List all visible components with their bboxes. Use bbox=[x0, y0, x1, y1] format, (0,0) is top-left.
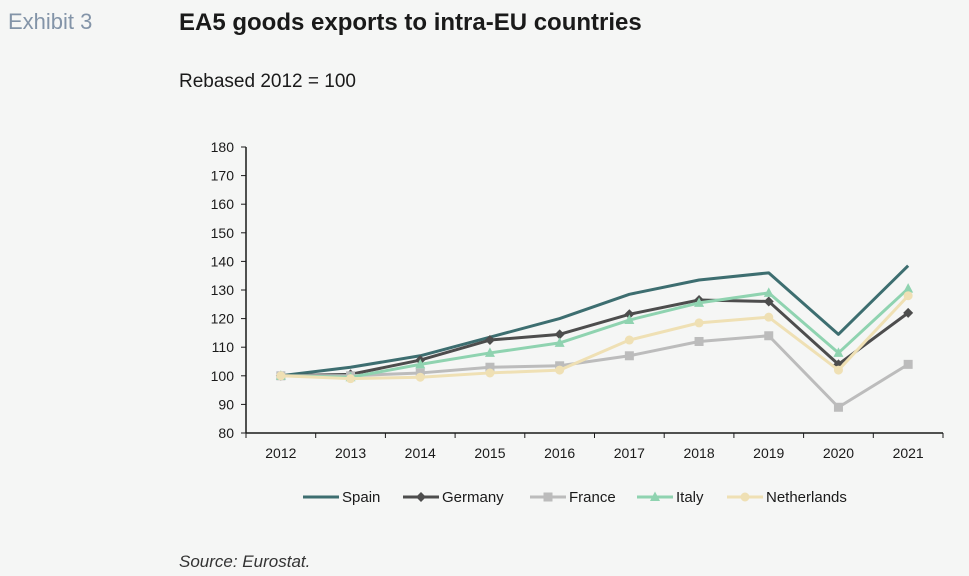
data-point-netherlands bbox=[694, 318, 704, 328]
data-point-france bbox=[764, 331, 774, 341]
legend: Spain Germany France Italy Netherlands bbox=[303, 489, 847, 506]
data-point-italy bbox=[554, 337, 565, 347]
chart-title: EA5 goods exports to intra-EU countries bbox=[179, 9, 642, 36]
data-point-netherlands bbox=[485, 368, 495, 378]
y-tick-label: 80 bbox=[218, 425, 234, 441]
y-tick-label: 130 bbox=[211, 282, 235, 298]
x-tick-label: 2013 bbox=[335, 445, 366, 461]
x-tick-label: 2012 bbox=[265, 445, 296, 461]
series-lines bbox=[275, 264, 914, 412]
x-tick-label: 2021 bbox=[893, 445, 924, 461]
axes: 80 90 100 110 120 130 140 150 160 170 180 2012 2013 2… bbox=[211, 139, 944, 461]
data-point-netherlands bbox=[764, 312, 774, 322]
data-point-france bbox=[833, 402, 843, 412]
x-tick-label: 2016 bbox=[544, 445, 575, 461]
x-tick-label: 2019 bbox=[753, 445, 784, 461]
data-point-italy bbox=[484, 347, 495, 357]
data-point-italy bbox=[763, 287, 774, 297]
data-point-italy bbox=[694, 297, 705, 307]
data-point-netherlands bbox=[833, 365, 843, 375]
series-line-germany bbox=[280, 298, 910, 378]
x-tick-label: 2017 bbox=[614, 445, 645, 461]
series-line-spain bbox=[280, 264, 910, 378]
data-point-netherlands bbox=[415, 372, 425, 382]
data-point-netherlands bbox=[276, 371, 286, 381]
data-point-netherlands bbox=[903, 291, 913, 301]
y-tick-label: 90 bbox=[218, 396, 234, 412]
x-tick-label: 2020 bbox=[823, 445, 854, 461]
y-tick-label: 140 bbox=[211, 253, 235, 269]
data-point-germany bbox=[554, 329, 565, 340]
x-tick-label: 2015 bbox=[474, 445, 505, 461]
y-tick-label: 160 bbox=[211, 196, 235, 212]
data-point-germany bbox=[903, 307, 914, 318]
data-point-netherlands bbox=[346, 374, 356, 384]
x-tick-label: 2014 bbox=[405, 445, 436, 461]
data-point-france bbox=[485, 362, 495, 372]
legend-label-netherlands: Netherlands bbox=[766, 489, 847, 506]
y-tick-label: 150 bbox=[211, 225, 235, 241]
data-point-italy bbox=[624, 314, 635, 325]
data-point-italy bbox=[903, 283, 914, 293]
data-point-germany bbox=[763, 296, 774, 307]
data-point-france bbox=[903, 359, 913, 369]
data-point-italy bbox=[833, 347, 844, 357]
series-spain bbox=[280, 264, 910, 378]
legend-label-germany: Germany bbox=[442, 489, 504, 506]
legend-item-spain: Spain bbox=[303, 489, 380, 506]
series-line-italy bbox=[280, 287, 910, 379]
legend-item-germany: Germany bbox=[403, 489, 504, 506]
source-note: Source: Eurostat. bbox=[179, 552, 311, 571]
y-tick-label: 180 bbox=[211, 139, 235, 155]
legend-item-netherlands: Netherlands bbox=[727, 489, 847, 506]
y-tick-label: 110 bbox=[212, 339, 235, 355]
legend-marker-netherlands bbox=[740, 492, 750, 502]
data-point-germany bbox=[484, 335, 495, 346]
series-italy bbox=[275, 283, 914, 382]
legend-marker-france bbox=[543, 492, 553, 502]
chart-subtitle: Rebased 2012 = 100 bbox=[179, 71, 356, 92]
legend-marker-italy bbox=[650, 491, 660, 501]
exhibit-label: Exhibit 3 bbox=[8, 9, 93, 34]
legend-label-france: France bbox=[569, 489, 616, 506]
data-point-netherlands bbox=[555, 365, 565, 375]
legend-label-spain: Spain bbox=[342, 489, 380, 506]
y-tick-label: 100 bbox=[211, 368, 235, 384]
legend-label-italy: Italy bbox=[676, 489, 704, 506]
data-point-germany bbox=[624, 309, 635, 320]
legend-item-france: France bbox=[530, 489, 616, 506]
legend-item-italy: Italy bbox=[637, 489, 704, 506]
data-point-france bbox=[694, 336, 704, 346]
series-line-france bbox=[280, 334, 909, 409]
series-line-netherlands bbox=[280, 294, 910, 381]
data-point-italy bbox=[415, 358, 426, 369]
series-netherlands bbox=[276, 291, 913, 384]
y-tick-label: 170 bbox=[211, 168, 235, 184]
y-tick-label: 120 bbox=[211, 311, 235, 327]
data-point-france bbox=[624, 351, 634, 361]
legend-marker-germany bbox=[416, 492, 426, 502]
data-point-netherlands bbox=[624, 335, 634, 345]
x-tick-label: 2018 bbox=[683, 445, 714, 461]
